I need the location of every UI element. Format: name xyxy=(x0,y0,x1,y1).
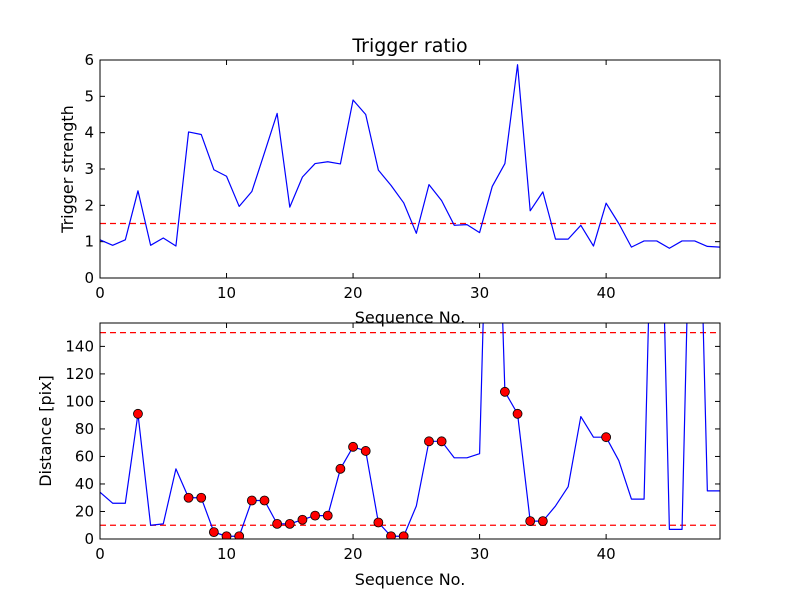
top-x-tick-label: 0 xyxy=(95,284,105,302)
bottom-y-tick-label: 0 xyxy=(84,530,94,548)
bottom-y-tick-label: 60 xyxy=(75,447,94,465)
top-x-tick-label: 30 xyxy=(470,284,489,302)
bottom-y-tick-label: 20 xyxy=(75,502,94,520)
bottom-x-axis-label: Sequence No. xyxy=(355,570,466,589)
bottom-data-point xyxy=(360,446,371,456)
bottom-data-point xyxy=(537,516,548,527)
bottom-data-point xyxy=(499,386,510,397)
top-y-tick-label: 1 xyxy=(84,233,94,251)
bottom-data-point xyxy=(525,516,536,527)
bottom-y-tick-label: 120 xyxy=(65,365,94,383)
bottom-chart: Sequence No. Distance [pix] 0 10 20 30 40 0 20… xyxy=(36,322,721,589)
bottom-x-tick-label: 30 xyxy=(470,545,489,563)
bottom-y-tick-label: 100 xyxy=(65,392,94,410)
bottom-data-point xyxy=(246,495,257,506)
top-y-tick-label: 2 xyxy=(84,196,94,214)
top-x-tick-label: 10 xyxy=(217,284,236,302)
top-plot-area xyxy=(100,60,720,278)
top-series-line xyxy=(100,64,720,249)
bottom-x-tick-label: 10 xyxy=(217,545,236,563)
bottom-data-point xyxy=(398,531,409,539)
bottom-data-point xyxy=(284,518,295,529)
bottom-data-point xyxy=(208,527,219,538)
top-y-tick-label: 5 xyxy=(84,87,94,105)
top-marks xyxy=(100,64,720,249)
top-x-axis-label: Sequence No. xyxy=(355,308,466,327)
top-y-tick-label: 4 xyxy=(84,124,94,142)
bottom-data-point xyxy=(436,436,447,447)
bottom-data-point xyxy=(386,531,396,539)
bottom-data-point xyxy=(259,495,270,506)
top-chart-title: Trigger ratio xyxy=(351,35,467,57)
bottom-plot-frame xyxy=(99,322,721,540)
bottom-data-point xyxy=(234,531,245,539)
bottom-y-tick-label: 140 xyxy=(65,337,94,355)
top-ticks: 0 10 20 30 40 0 1 2 3 4 5 6 xyxy=(84,51,720,302)
bottom-data-point xyxy=(512,408,523,419)
top-plot-frame xyxy=(99,59,721,279)
top-y-tick-label: 6 xyxy=(84,51,94,69)
top-y-tick-label: 3 xyxy=(84,160,94,178)
bottom-marks xyxy=(100,323,720,539)
bottom-data-point xyxy=(221,531,232,539)
bottom-plot-area xyxy=(100,323,720,539)
bottom-data-point xyxy=(335,463,346,474)
bottom-data-point xyxy=(310,510,321,521)
bottom-data-point xyxy=(601,432,612,443)
bottom-data-point xyxy=(322,510,333,521)
top-x-tick-label: 40 xyxy=(597,284,616,302)
bottom-data-point xyxy=(183,492,194,503)
bottom-series-line xyxy=(100,323,720,537)
bottom-x-tick-label: 20 xyxy=(344,545,363,563)
bottom-y-tick-label: 40 xyxy=(75,475,94,493)
bottom-ticks: 0 10 20 30 40 0 20 40 60 80 100 120 140 xyxy=(65,323,720,563)
bottom-x-tick-label: 40 xyxy=(597,545,616,563)
bottom-data-point xyxy=(424,436,434,447)
top-chart: Trigger ratio Sequence No. Trigger stren… xyxy=(58,35,721,327)
bottom-y-tick-label: 80 xyxy=(75,420,94,438)
bottom-data-point xyxy=(133,408,143,419)
top-y-tick-label: 0 xyxy=(84,269,94,287)
bottom-data-point xyxy=(196,492,207,503)
bottom-y-axis-label: Distance [pix] xyxy=(36,375,55,487)
bottom-data-point xyxy=(348,441,358,452)
top-x-tick-label: 20 xyxy=(344,284,363,302)
bottom-data-point xyxy=(272,518,283,529)
bottom-data-point xyxy=(297,514,308,525)
top-y-axis-label: Trigger strength xyxy=(58,105,77,234)
bottom-data-point xyxy=(373,517,384,528)
bottom-x-tick-label: 0 xyxy=(95,545,105,563)
